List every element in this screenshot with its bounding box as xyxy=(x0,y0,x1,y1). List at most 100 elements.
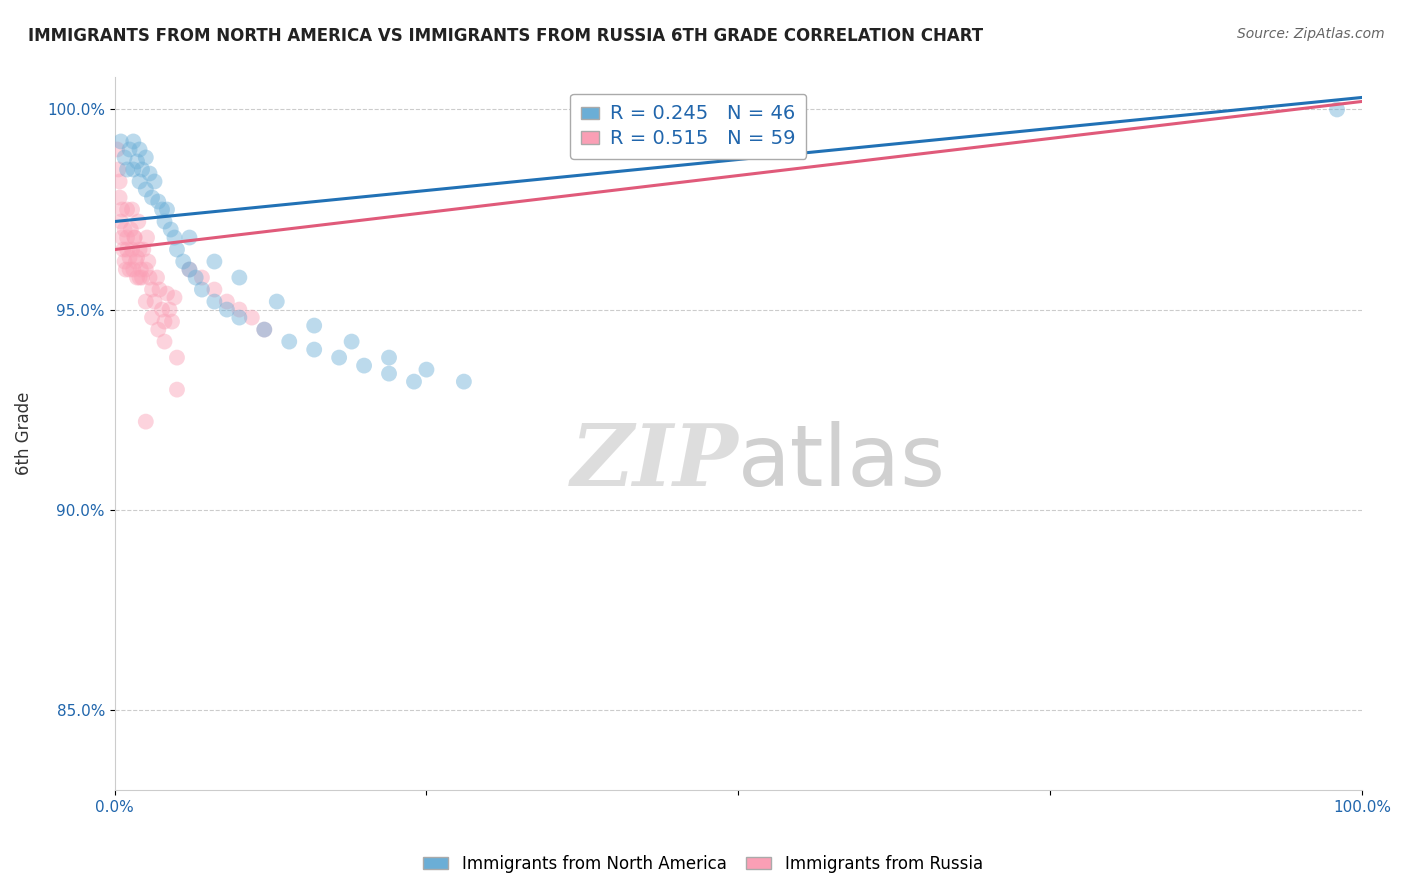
Point xyxy=(111,202,134,217)
Point xyxy=(148,194,170,209)
Point xyxy=(114,151,136,165)
Point xyxy=(153,214,176,228)
Point xyxy=(141,190,163,204)
Point xyxy=(202,294,225,309)
Point xyxy=(302,318,325,333)
Point xyxy=(125,254,148,268)
Point xyxy=(122,135,145,149)
Point xyxy=(253,322,276,336)
Point xyxy=(114,254,136,268)
Point xyxy=(128,174,150,188)
Point xyxy=(166,351,188,365)
Point xyxy=(453,375,475,389)
Point xyxy=(1326,103,1348,117)
Y-axis label: 6th Grade: 6th Grade xyxy=(15,392,32,475)
Point xyxy=(115,230,138,244)
Point xyxy=(135,182,157,196)
Point xyxy=(146,270,169,285)
Point xyxy=(110,214,132,228)
Point xyxy=(143,174,166,188)
Point xyxy=(202,283,225,297)
Point xyxy=(159,302,181,317)
Point xyxy=(125,154,148,169)
Point xyxy=(131,162,153,177)
Point xyxy=(138,270,160,285)
Point xyxy=(328,351,350,365)
Text: ZIP: ZIP xyxy=(571,420,738,504)
Point xyxy=(124,230,146,244)
Text: atlas: atlas xyxy=(738,421,946,504)
Point xyxy=(353,359,375,373)
Point xyxy=(150,202,173,217)
Point xyxy=(191,283,214,297)
Point xyxy=(153,334,176,349)
Point xyxy=(266,294,288,309)
Point xyxy=(138,166,160,180)
Text: IMMIGRANTS FROM NORTH AMERICA VS IMMIGRANTS FROM RUSSIA 6TH GRADE CORRELATION CH: IMMIGRANTS FROM NORTH AMERICA VS IMMIGRA… xyxy=(28,27,983,45)
Point xyxy=(121,243,143,257)
Point xyxy=(128,243,150,257)
Point xyxy=(156,286,179,301)
Point xyxy=(111,230,134,244)
Point xyxy=(148,322,170,336)
Point xyxy=(115,243,138,257)
Point xyxy=(112,243,135,257)
Point xyxy=(184,270,207,285)
Point xyxy=(179,262,201,277)
Point xyxy=(110,135,132,149)
Point xyxy=(159,222,181,236)
Point xyxy=(118,251,141,265)
Point xyxy=(135,262,157,277)
Point xyxy=(402,375,425,389)
Point xyxy=(115,262,138,277)
Point xyxy=(115,202,138,217)
Point xyxy=(228,302,250,317)
Point xyxy=(215,302,238,317)
Point xyxy=(124,230,146,244)
Point xyxy=(136,230,159,244)
Point xyxy=(143,294,166,309)
Point xyxy=(253,322,276,336)
Point xyxy=(179,262,201,277)
Point xyxy=(278,334,301,349)
Point xyxy=(163,230,186,244)
Point xyxy=(122,262,145,277)
Point xyxy=(166,243,188,257)
Point xyxy=(191,270,214,285)
Point xyxy=(135,294,157,309)
Point xyxy=(141,310,163,325)
Point xyxy=(122,162,145,177)
Point xyxy=(378,351,401,365)
Point xyxy=(115,162,138,177)
Point xyxy=(105,143,128,157)
Point xyxy=(120,222,142,236)
Point xyxy=(118,262,141,277)
Point xyxy=(108,190,131,204)
Point xyxy=(415,362,437,376)
Point xyxy=(131,270,153,285)
Point xyxy=(125,251,148,265)
Point xyxy=(172,254,194,268)
Point xyxy=(128,270,150,285)
Point xyxy=(215,294,238,309)
Point xyxy=(163,291,186,305)
Text: Source: ZipAtlas.com: Source: ZipAtlas.com xyxy=(1237,27,1385,41)
Point xyxy=(135,151,157,165)
Point xyxy=(156,202,179,217)
Point xyxy=(228,310,250,325)
Point xyxy=(150,302,173,317)
Point xyxy=(160,315,183,329)
Point xyxy=(118,143,141,157)
Legend: Immigrants from North America, Immigrants from Russia: Immigrants from North America, Immigrant… xyxy=(416,848,990,880)
Point xyxy=(179,230,201,244)
Point xyxy=(129,262,152,277)
Point xyxy=(340,334,363,349)
Point xyxy=(302,343,325,357)
Point xyxy=(166,383,188,397)
Point xyxy=(132,243,155,257)
Point xyxy=(202,254,225,268)
Point xyxy=(114,222,136,236)
Point xyxy=(148,283,170,297)
Legend: R = 0.245   N = 46, R = 0.515   N = 59: R = 0.245 N = 46, R = 0.515 N = 59 xyxy=(571,94,807,159)
Point xyxy=(378,367,401,381)
